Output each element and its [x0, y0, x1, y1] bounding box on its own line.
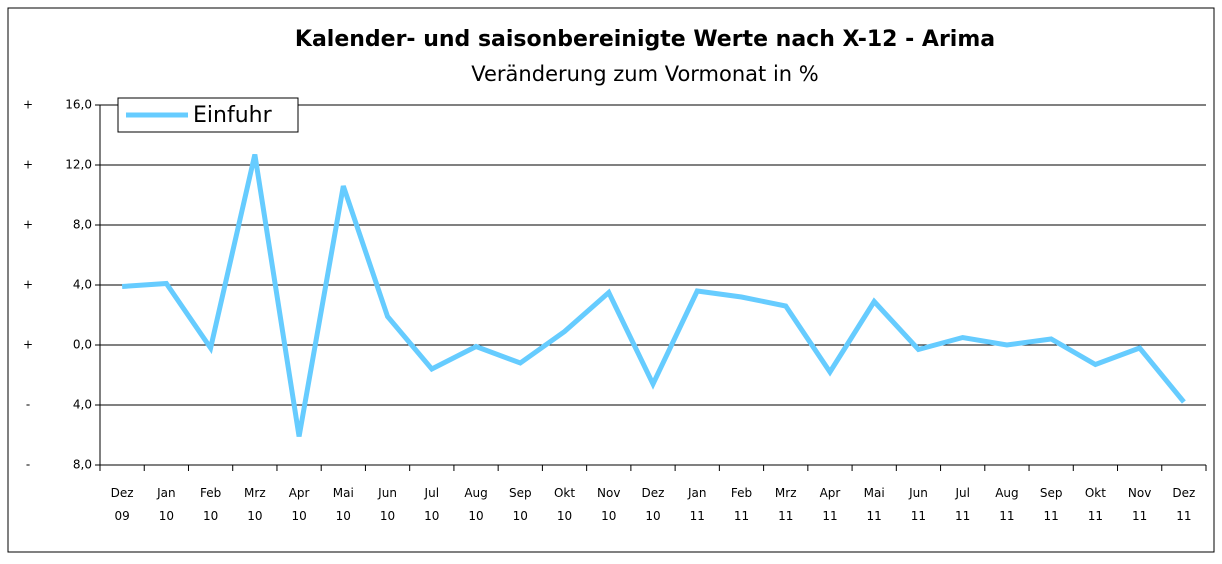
chart-subtitle: Veränderung zum Vormonat in % — [471, 62, 818, 86]
x-tick-label: Apr 11 — [820, 486, 841, 523]
x-tick-label: Aug 10 — [464, 486, 487, 523]
x-tick-label: Mai 10 — [333, 486, 354, 523]
x-tick-label: Jun 11 — [908, 486, 928, 523]
x-tick-label: Jun 10 — [377, 486, 397, 523]
x-tick-label: Jan 10 — [156, 486, 176, 523]
x-tick-label: Mai 11 — [864, 486, 885, 523]
x-tick-label: Feb 10 — [200, 486, 221, 523]
y-tick-sign: + — [23, 158, 33, 172]
legend-label: Einfuhr — [193, 103, 273, 128]
x-tick-label: Nov 10 — [597, 486, 620, 523]
y-tick-label: 4,0 — [73, 398, 92, 412]
x-tick-label: Dez 11 — [1172, 486, 1195, 523]
y-tick-sign: - — [26, 398, 30, 412]
data-line — [121, 153, 1186, 437]
chart-title: Kalender- und saisonbereinigte Werte nac… — [295, 27, 995, 52]
x-tick-label: Mrz 10 — [244, 486, 266, 523]
y-tick-sign: + — [23, 338, 33, 352]
y-tick-label: 4,0 — [73, 278, 92, 292]
y-tick-sign: + — [23, 98, 33, 112]
x-tick-label: Dez 10 — [642, 486, 665, 523]
y-tick-label: 0,0 — [73, 338, 92, 352]
x-tick-label: Sep 11 — [1040, 486, 1063, 523]
x-tick-label: Jul 11 — [954, 486, 970, 523]
x-tick-label: Okt 10 — [554, 486, 575, 523]
x-tick-label: Feb 11 — [731, 486, 752, 523]
x-tick-label: Jul 10 — [424, 486, 440, 523]
x-tick-label: Jan 11 — [687, 486, 707, 523]
x-tick-label: Sep 10 — [509, 486, 532, 523]
x-tick-label: Apr 10 — [289, 486, 310, 523]
y-tick-label: 8,0 — [73, 458, 92, 472]
y-tick-sign: - — [26, 458, 30, 472]
y-tick-label: 8,0 — [73, 218, 92, 232]
x-tick-label: Dez 09 — [111, 486, 134, 523]
x-tick-label: Mrz 11 — [775, 486, 797, 523]
y-tick-label: 12,0 — [65, 158, 92, 172]
y-tick-sign: + — [23, 218, 33, 232]
y-tick-sign: + — [23, 278, 33, 292]
x-tick-label: Nov 11 — [1128, 486, 1151, 523]
y-tick-label: 16,0 — [65, 98, 92, 112]
x-tick-label: Aug 11 — [995, 486, 1018, 523]
x-tick-label: Okt 11 — [1085, 486, 1106, 523]
